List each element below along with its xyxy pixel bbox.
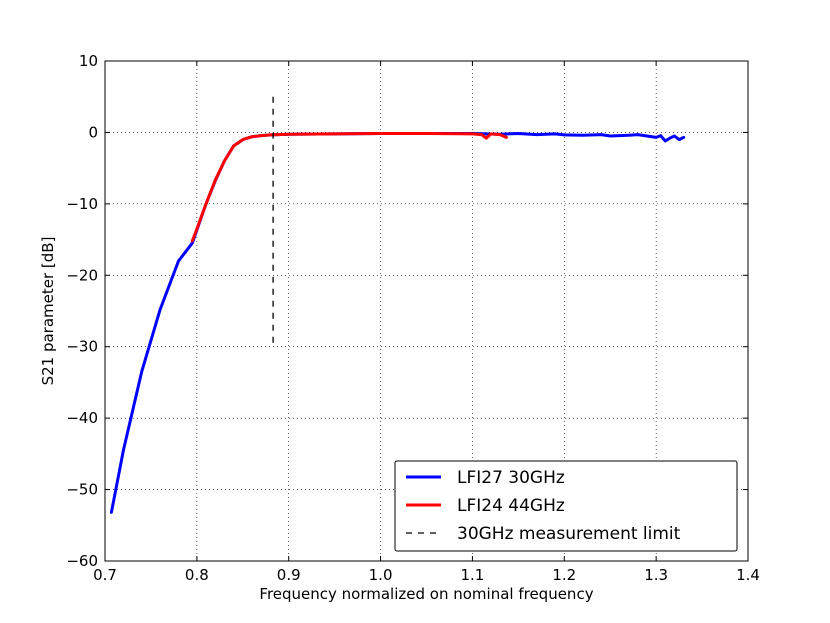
legend-label-2: LFI24 44GHz <box>457 496 565 516</box>
legend-box <box>394 460 738 552</box>
x-tick-label: 1.0 <box>369 566 393 584</box>
x-tick-label: 1.3 <box>644 566 668 584</box>
x-tick-label: 0.7 <box>93 566 117 584</box>
axis-ticks <box>104 60 749 562</box>
x-tick-label: 1.4 <box>736 566 760 584</box>
y-tick-label: −40 <box>66 409 98 427</box>
series-line-2 <box>190 132 508 243</box>
y-tick-label: −30 <box>66 338 98 356</box>
plot-frame <box>104 60 749 562</box>
y-axis-label: S21 parameter [dB] <box>39 237 57 386</box>
y-tick-label: 0 <box>88 123 98 141</box>
x-axis-label: Frequency normalized on nominal frequenc… <box>259 585 593 603</box>
x-tick-label: 1.1 <box>460 566 484 584</box>
x-tick-label: 0.9 <box>277 566 301 584</box>
x-tick-label: 1.2 <box>552 566 576 584</box>
y-tick-label: −60 <box>66 552 98 570</box>
series-layer <box>109 96 686 514</box>
axis-tick-labels: 0.7 0.8 0.9 1.0 1.1 1.2 1.3 1.4 10 0 −10 −20 −30 −40 −… <box>66 52 760 584</box>
x-tick-label: 0.8 <box>185 566 209 584</box>
legend: LFI27 30GHz LFI24 44GHz 30GHz measurement … <box>394 460 738 552</box>
y-tick-label: −10 <box>66 195 98 213</box>
y-tick-label: −50 <box>66 481 98 499</box>
legend-label-3: 30GHz measurement limit <box>457 524 681 544</box>
legend-label-1: LFI27 30GHz <box>457 468 565 488</box>
y-tick-label: 10 <box>79 52 98 70</box>
y-tick-label: −20 <box>66 266 98 284</box>
